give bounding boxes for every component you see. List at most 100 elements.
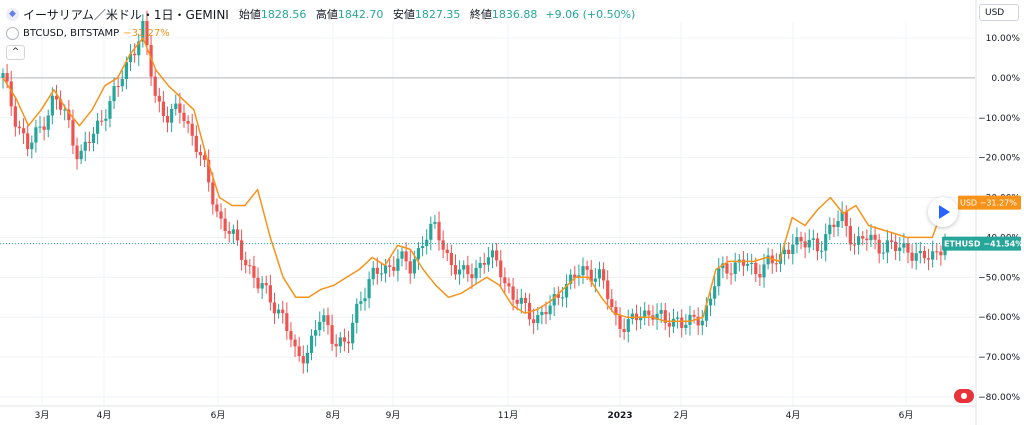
eth-candle-body	[659, 310, 663, 314]
eth-candle-body	[548, 305, 552, 315]
eth-candle-body	[762, 264, 766, 278]
eth-candle-body	[194, 135, 198, 152]
eth-candle-body	[400, 251, 404, 259]
eth-candle-body	[889, 240, 894, 242]
eth-candle-body	[198, 151, 203, 156]
eth-candle-body	[741, 259, 746, 266]
eth-candle-body	[902, 243, 906, 248]
eth-candle-body	[844, 211, 848, 227]
eth-candle-body	[260, 283, 264, 289]
eth-candle-body	[182, 112, 186, 122]
btc-compare-line	[2, 37, 946, 322]
eth-candle-body	[647, 310, 651, 316]
eth-candle-body	[717, 268, 721, 287]
eth-candle-body	[297, 346, 301, 357]
change-value: +9.06 (+0.50%)	[545, 7, 636, 21]
eth-candle-body	[745, 263, 750, 266]
eth-candle-body	[100, 120, 104, 122]
eth-candle-body	[1, 73, 5, 78]
eth-candle-body	[5, 73, 9, 82]
bitcoin-icon	[6, 26, 19, 40]
eth-candle-body	[606, 280, 610, 300]
eth-candle-body	[293, 339, 297, 347]
eth-candle-body	[71, 120, 75, 146]
replay-button[interactable]	[928, 197, 958, 227]
eth-candle-body	[392, 266, 396, 271]
eth-candle-body	[569, 274, 573, 284]
eth-candle-body	[268, 285, 272, 303]
eth-candle-body	[758, 274, 762, 278]
economic-events-icon[interactable]: ●	[954, 389, 974, 403]
collapse-legend-button[interactable]: ^	[6, 45, 25, 60]
eth-candle-body	[840, 211, 844, 221]
eth-candle-body	[34, 127, 38, 143]
y-tick-label: −10.00%	[978, 114, 1020, 124]
eth-candle-body	[466, 265, 470, 275]
eth-candle-body	[211, 182, 215, 205]
eth-candle-body	[338, 337, 342, 347]
eth-candle-body	[935, 251, 939, 253]
main-symbol-row[interactable]: ◆ イーサリアム／米ドル・1日・GEMINI 始値1828.56 高値1842.…	[6, 6, 635, 22]
eth-candle-body	[272, 302, 277, 314]
eth-candle-body	[462, 265, 466, 270]
y-tick-label: 0.00%	[991, 74, 1020, 84]
eth-candle-body	[684, 324, 688, 328]
eth-candle-body	[643, 310, 647, 318]
eth-candle-body	[881, 252, 885, 254]
y-axis[interactable]: 10.00%0.00%−10.00%−20.00%−30.00%−40.00%−…	[975, 0, 1021, 425]
eth-candle-body	[885, 240, 890, 253]
eth-candle-body	[219, 211, 223, 219]
eth-candle-body	[556, 294, 560, 298]
compare-value: −31.27%	[123, 27, 170, 39]
eth-candle-body	[289, 331, 293, 340]
eth-candle-body	[437, 221, 441, 241]
symbol-title[interactable]: イーサリアム／米ドル・1日・GEMINI	[23, 7, 229, 22]
eth-candle-body	[560, 297, 565, 299]
eth-candle-body	[922, 250, 927, 259]
compare-symbol-row[interactable]: BTCUSD, BITSTAMP −31.27%	[6, 25, 635, 41]
eth-candle-body	[277, 309, 281, 314]
eth-candle-body	[67, 109, 71, 121]
x-axis[interactable]: 3月 4月 6月 8月 9月 11月 2023 2月 4月 6月	[0, 405, 976, 421]
low-value: 1827.35	[414, 8, 461, 21]
eth-candle-body	[91, 133, 96, 143]
eth-candle-body	[552, 294, 556, 306]
eth-candle-body	[499, 260, 503, 278]
eth-candle-body	[832, 224, 836, 228]
eth-candle-body	[676, 317, 680, 319]
eth-candle-body	[359, 301, 363, 304]
eth-candle-body	[383, 265, 388, 274]
eth-candle-body	[425, 239, 429, 247]
eth-candle-body	[104, 118, 108, 121]
y-tick-label: −50.00%	[978, 273, 1020, 283]
eth-candles	[1, 10, 947, 374]
eth-candle-body	[215, 204, 219, 212]
eth-candle-body	[9, 81, 13, 107]
eth-candle-body	[38, 126, 42, 128]
eth-candle-body	[334, 343, 338, 347]
eth-candle-body	[17, 126, 22, 129]
eth-candle-body	[819, 250, 824, 252]
eth-candle-body	[379, 273, 384, 275]
eth-candle-body	[190, 123, 194, 136]
eth-candle-body	[108, 101, 112, 119]
currency-button[interactable]: USD	[979, 4, 1019, 21]
eth-candle-body	[861, 236, 865, 239]
eth-candle-body	[495, 250, 499, 261]
y-tick-label: 10.00%	[986, 34, 1021, 44]
eth-candle-body	[145, 20, 149, 46]
eth-candle-body	[593, 278, 597, 282]
eth-candle-body	[367, 279, 371, 299]
y-tick-label: −60.00%	[978, 313, 1020, 323]
eth-price-tag-text: ETHUSD −41.54%	[944, 240, 1023, 249]
eth-candle-body	[519, 297, 523, 304]
eth-candle-body	[396, 258, 400, 271]
compare-label[interactable]: BTCUSD, BITSTAMP	[23, 27, 120, 39]
eth-candle-body	[614, 307, 618, 316]
eth-candle-body	[729, 273, 733, 275]
eth-candle-body	[787, 249, 791, 254]
y-tick-label: −70.00%	[978, 353, 1020, 363]
eth-candle-body	[564, 283, 569, 298]
eth-candle-body	[782, 249, 787, 255]
